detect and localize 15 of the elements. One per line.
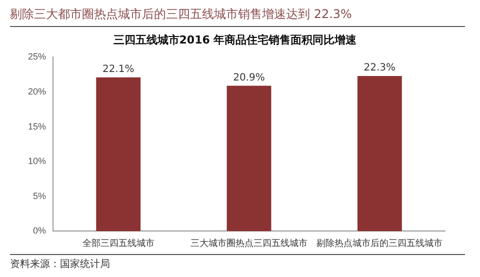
- x-tick-label: 三大城市圈热点三四五线城市: [190, 238, 308, 248]
- x-tick-label: 剔除热点城市后的三四五线城市: [316, 238, 443, 248]
- data-label: 22.3%: [364, 62, 396, 74]
- chart-title: 剔除三大都市圈热点城市后的三四五线城市销售增速达到 22.3%: [10, 6, 465, 27]
- text: 资料来源：国家统计局: [10, 254, 465, 271]
- chart-subtitle: 三四五线城市2016 年商品住宅销售面积同比增速: [113, 33, 358, 46]
- y-tick-label: 20%: [28, 86, 46, 96]
- y-tick-label: 10%: [28, 156, 46, 166]
- y-tick-label: 0%: [33, 226, 46, 236]
- y-tick-label: 5%: [33, 190, 46, 201]
- x-tick-label: 全部三四五线城市: [82, 238, 154, 248]
- y-tick-label: 25%: [28, 52, 46, 62]
- data-label: 20.9%: [233, 72, 265, 84]
- data-label: 22.1%: [102, 64, 134, 75]
- y-tick-label: 15%: [28, 121, 46, 132]
